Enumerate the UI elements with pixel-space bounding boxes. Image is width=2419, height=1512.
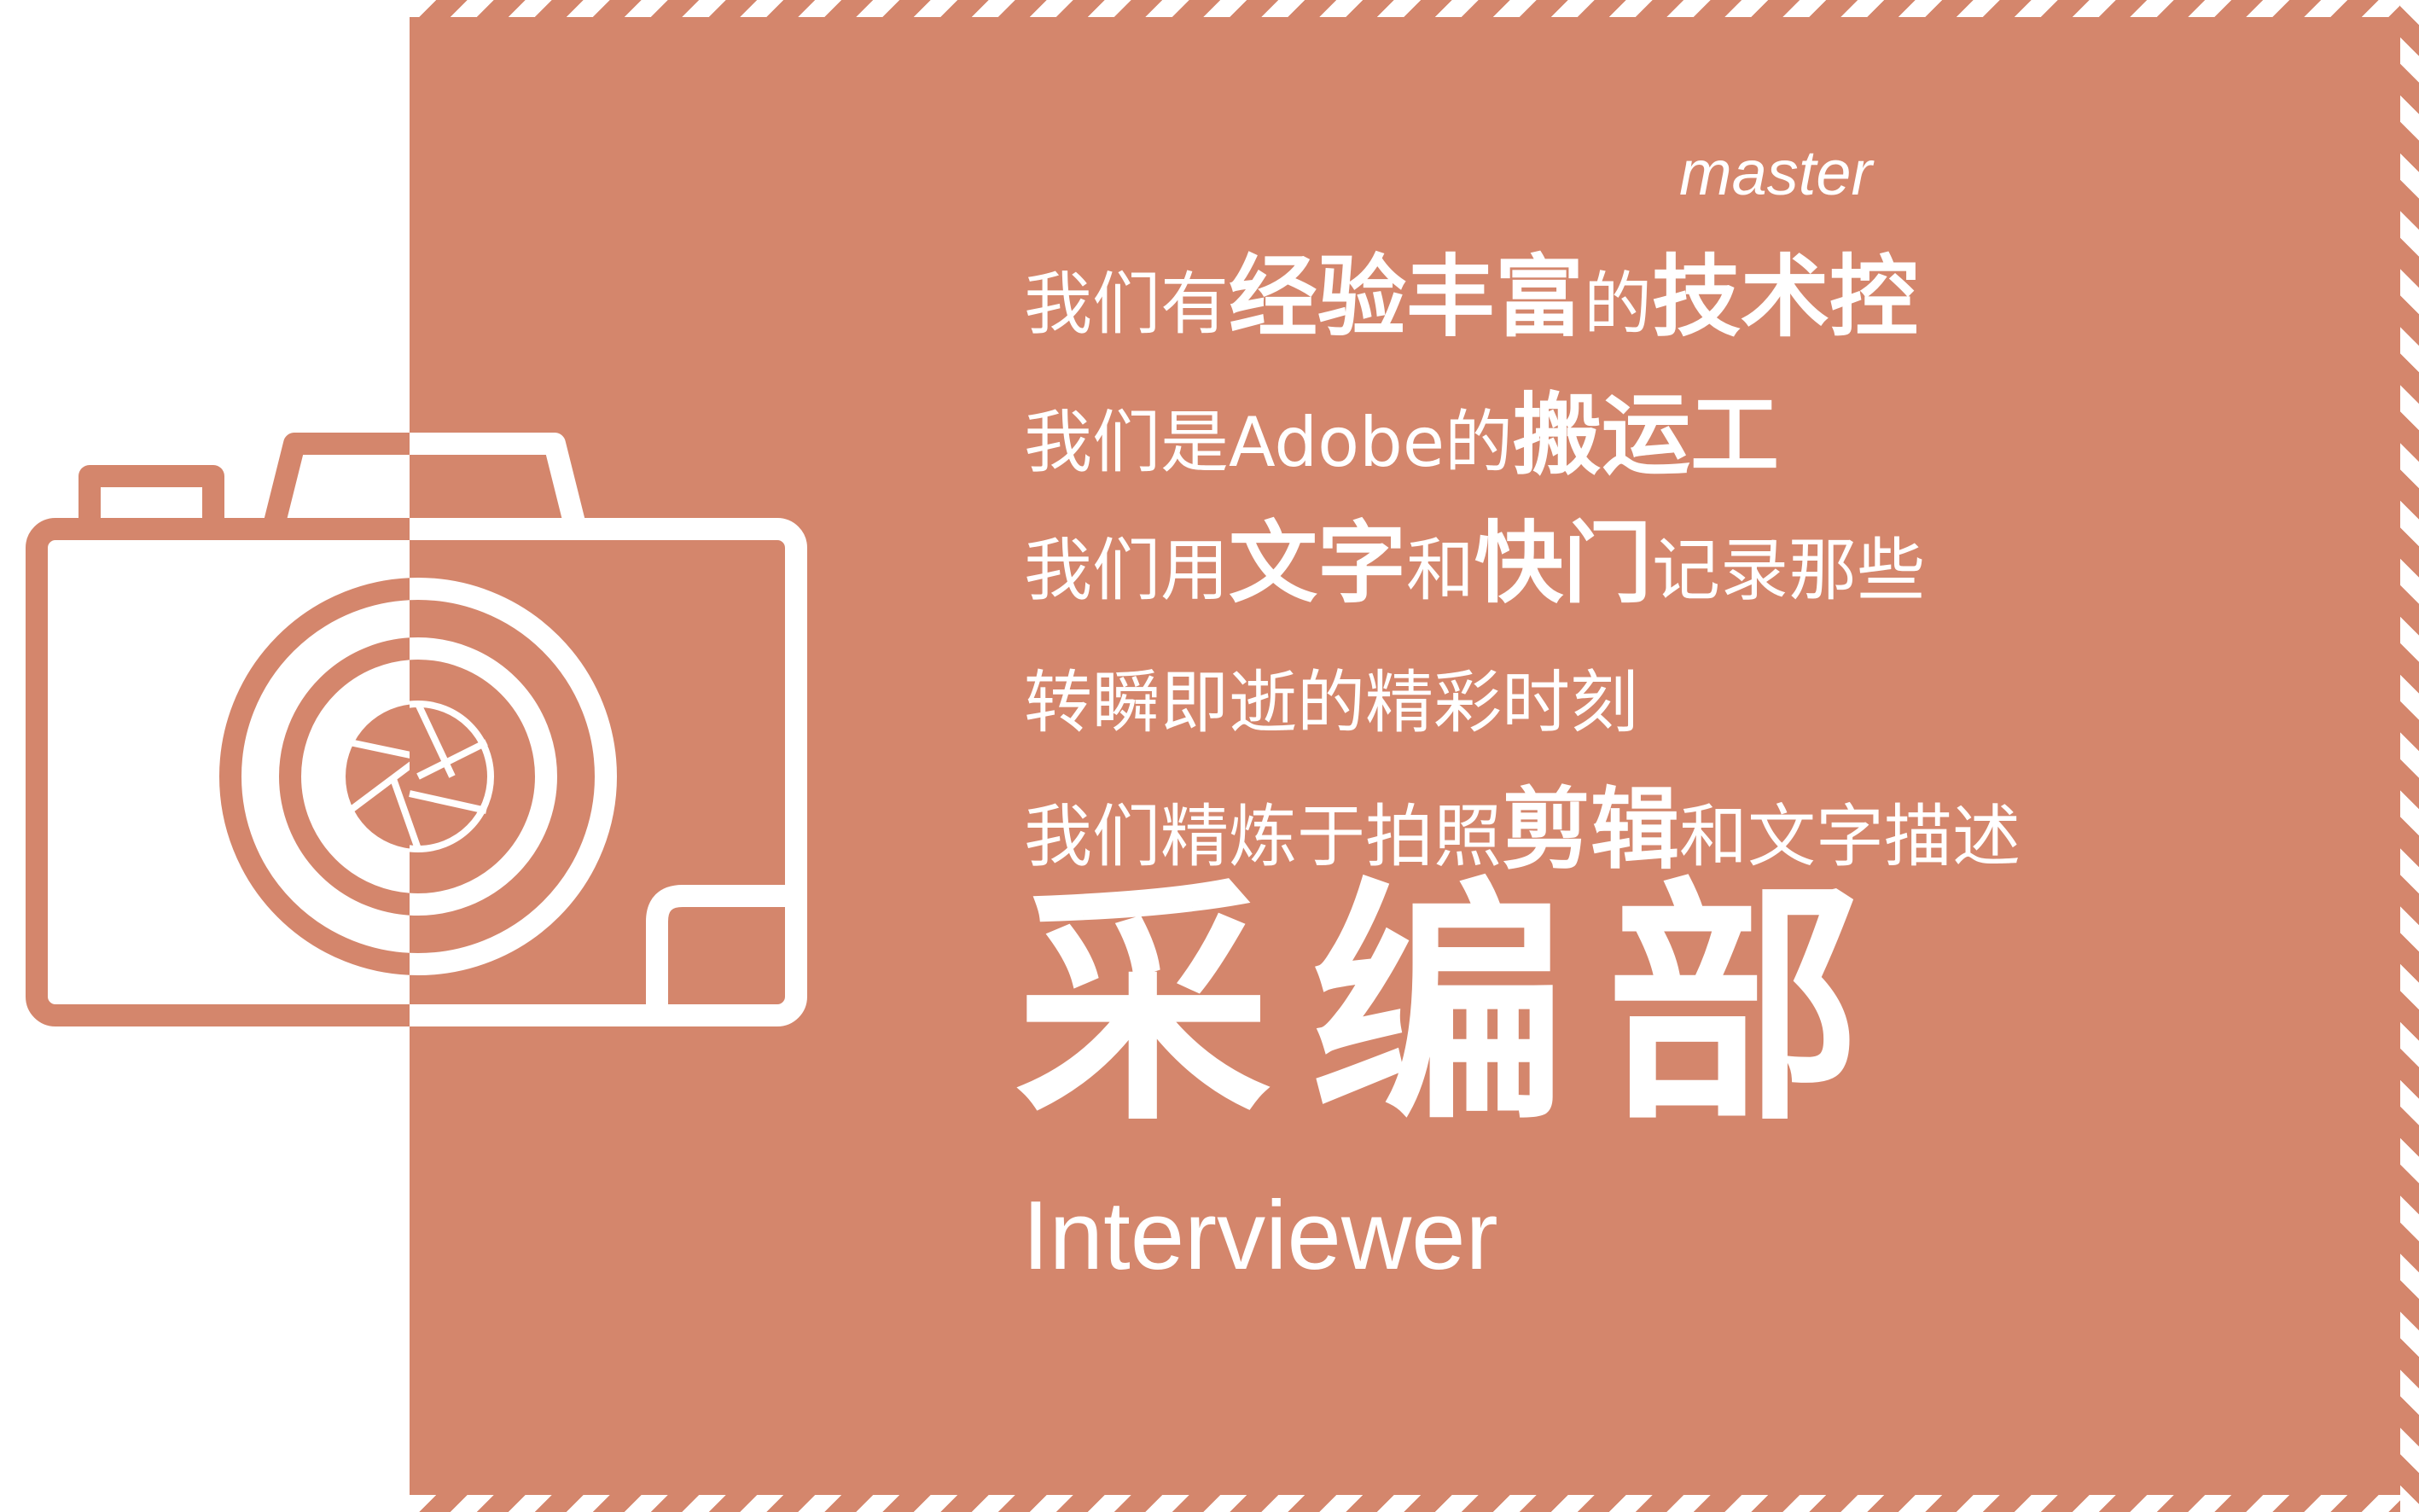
line-5-part-a: 我们精炼于拍照 [1024,797,1502,876]
intro-line-5: 我们精炼于拍照剪辑和文字描述 [1024,785,2021,874]
line-3-part-a: 我们用 [1024,531,1229,610]
intro-line-2: 我们是Adobe的搬运工 [1024,391,1779,480]
line-1-emphasis-tech: 技术控 [1652,245,1919,349]
intro-line-1: 我们有经验丰富的技术控 [1024,253,1918,341]
line-2-emphasis-porter: 搬运工 [1513,383,1780,487]
line-1-emphasis-experienced: 经验丰富 [1229,245,1585,349]
line-1-part-a: 我们有 [1024,265,1229,344]
top-stripe-border [410,0,2419,17]
line-2-part-a: 我们是Adobe的 [1024,403,1514,482]
accent-panel [410,0,2419,1512]
right-stripe-border [2400,0,2419,1512]
department-subtitle: Interviewer [1022,1182,1498,1290]
line-5-part-c: 和文字描述 [1679,797,2021,876]
line-1-part-c: 的 [1584,265,1653,344]
line-4-part-a: 转瞬即逝的精彩时刻 [1024,663,1638,742]
line-3-part-c: 和 [1406,531,1475,610]
line-5-emphasis-editing: 剪辑 [1502,777,1680,881]
line-3-part-e: 记录那些 [1652,531,1926,610]
camera-icon [26,433,807,1026]
intro-line-4: 转瞬即逝的精彩时刻 [1024,669,1638,737]
line-3-emphasis-text: 文字 [1229,511,1407,615]
bottom-stripe-border [410,1495,2419,1512]
intro-line-3: 我们用文字和快门记录那些 [1024,519,1925,608]
master-label: master [1679,137,1873,208]
line-3-emphasis-shutter: 快门 [1474,511,1653,615]
department-title: 采编部 [1015,858,1901,1155]
